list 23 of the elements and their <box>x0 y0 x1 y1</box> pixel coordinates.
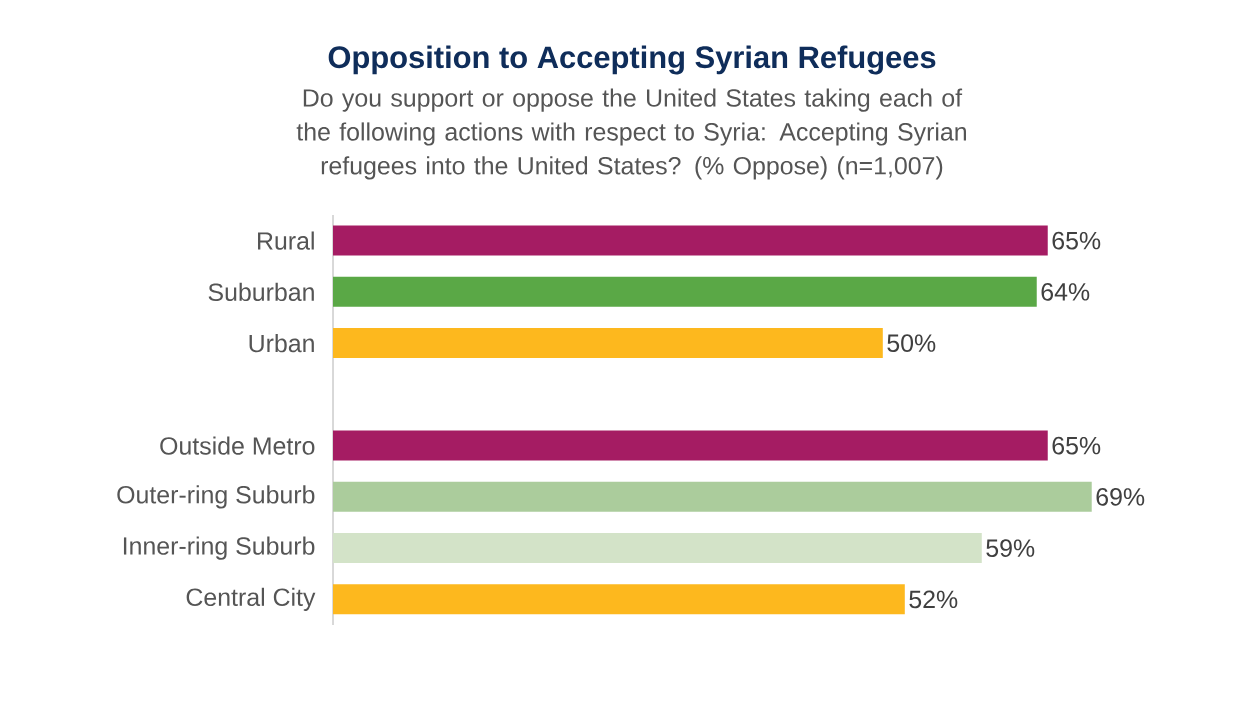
chart-title: Opposition to Accepting Syrian Refugees <box>328 45 936 75</box>
data-label: 59% <box>986 539 1035 557</box>
y-tick-label: Outer-ring Suburb <box>117 485 315 509</box>
bar <box>333 225 1048 256</box>
y-tick-label: Inner-ring Suburb <box>123 536 315 560</box>
bar <box>333 430 1048 461</box>
bar <box>333 481 1092 512</box>
data-label: 65% <box>1052 436 1101 455</box>
data-label: 52% <box>909 590 958 609</box>
y-tick-label: Urban <box>249 333 314 353</box>
data-label: 64% <box>1041 283 1090 301</box>
y-tick-label: Suburban <box>208 282 314 302</box>
bar <box>333 584 905 615</box>
chart-subtitle: Do you support or oppose the United States taking each of the following actions with respect to Syria: Accepting Syrian refugees into the United States? (% Oppose) (n=1,007) <box>296 88 966 180</box>
y-tick-label: Outside Metro <box>160 436 315 455</box>
bar <box>333 276 1037 307</box>
data-label: 69% <box>1096 488 1145 506</box>
bar <box>333 533 982 564</box>
bar <box>333 328 883 359</box>
data-label: 50% <box>887 334 936 352</box>
y-tick-label: Rural <box>258 231 314 250</box>
data-label: 65% <box>1052 231 1101 250</box>
y-tick-label: Central City <box>186 587 316 611</box>
